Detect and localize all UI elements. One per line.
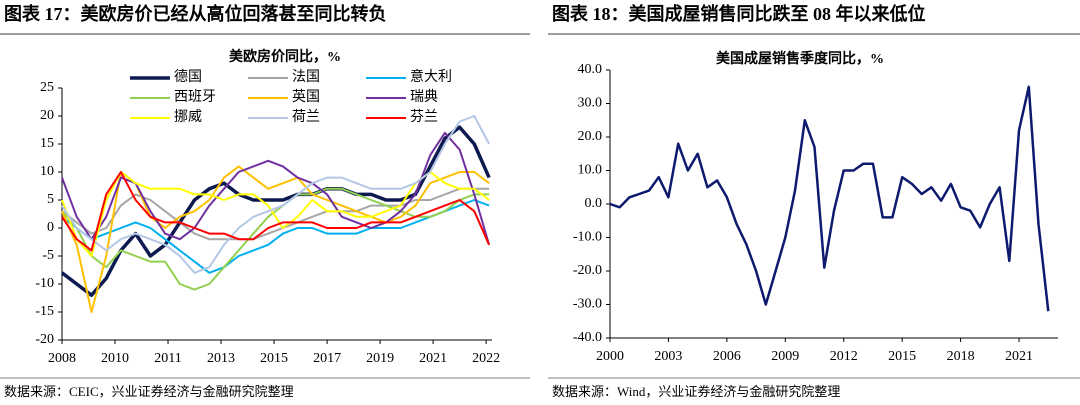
y-tick-label: 40.0 bbox=[578, 62, 603, 77]
legend-label: 英国 bbox=[292, 88, 320, 105]
y-tick-label: 20 bbox=[40, 108, 54, 123]
figure-title: 图表 18：美国成屋销售同比跌至 08 年以来低位 bbox=[552, 3, 926, 24]
y-tick-label: -20.0 bbox=[573, 263, 602, 278]
x-tick-label: 2021 bbox=[1005, 349, 1033, 364]
figure-title: 图表 17：美欧房价已经从高位回落甚至同比转负 bbox=[4, 3, 387, 24]
y-tick-label: 20.0 bbox=[578, 129, 603, 144]
legend-label: 意大利 bbox=[410, 68, 452, 85]
legend-label: 德国 bbox=[174, 69, 202, 85]
y-tick-label: -20 bbox=[35, 332, 54, 347]
series-line bbox=[61, 115, 490, 274]
x-tick-label: 2003 bbox=[654, 349, 682, 364]
y-tick-label: 0.0 bbox=[585, 196, 603, 211]
x-tick-label: 2018 bbox=[947, 349, 975, 364]
y-tick-label: 30.0 bbox=[578, 96, 603, 111]
y-tick-label: -10.0 bbox=[573, 230, 602, 245]
y-tick-label: -30.0 bbox=[573, 297, 602, 312]
x-tick-label: 2011 bbox=[154, 351, 181, 366]
x-tick-label: 2022 bbox=[472, 351, 500, 366]
y-tick-label: 10 bbox=[40, 164, 54, 179]
y-tick-label: 5 bbox=[47, 192, 54, 207]
y-tick-label: 0 bbox=[47, 220, 54, 235]
x-tick-label: 2009 bbox=[771, 349, 799, 364]
y-tick-label: 25 bbox=[40, 80, 54, 95]
legend-label: 挪威 bbox=[174, 109, 202, 125]
source: 数据来源：Wind，兴业证券经济与金融研究院整理 bbox=[552, 384, 840, 399]
legend-label: 芬兰 bbox=[410, 109, 438, 125]
chart-title: 美国成屋销售季度同比，% bbox=[716, 50, 884, 67]
legend-label: 法国 bbox=[292, 69, 320, 85]
legend-label: 荷兰 bbox=[292, 109, 320, 125]
x-tick-label: 2013 bbox=[207, 351, 235, 366]
legend-label: 西班牙 bbox=[174, 89, 216, 105]
y-tick-label: -40.0 bbox=[573, 330, 602, 345]
x-tick-label: 2019 bbox=[366, 351, 394, 366]
series-line bbox=[61, 171, 491, 252]
x-tick-label: 2015 bbox=[888, 349, 916, 364]
y-tick-label: 15 bbox=[40, 136, 54, 151]
y-tick-label: -15 bbox=[35, 304, 54, 319]
x-tick-label: 2012 bbox=[830, 349, 858, 364]
x-tick-label: 2017 bbox=[313, 351, 341, 366]
x-tick-label: 2010 bbox=[101, 351, 129, 366]
chart-title: 美欧房价同比，% bbox=[229, 48, 341, 65]
source: 数据来源：CEIC，兴业证券经济与金融研究院整理 bbox=[4, 384, 294, 399]
y-tick-label: -5 bbox=[42, 248, 54, 263]
x-tick-label: 2021 bbox=[419, 351, 447, 366]
x-tick-label: 2006 bbox=[713, 349, 741, 364]
y-tick-label: -10 bbox=[35, 276, 54, 291]
y-tick-label: 10.0 bbox=[578, 163, 603, 178]
x-tick-label: 2008 bbox=[48, 351, 76, 366]
legend-label: 瑞典 bbox=[410, 89, 438, 105]
series-line bbox=[609, 85, 1050, 312]
series-line bbox=[61, 199, 490, 274]
x-tick-label: 2000 bbox=[596, 349, 624, 364]
x-tick-label: 2015 bbox=[260, 351, 288, 366]
